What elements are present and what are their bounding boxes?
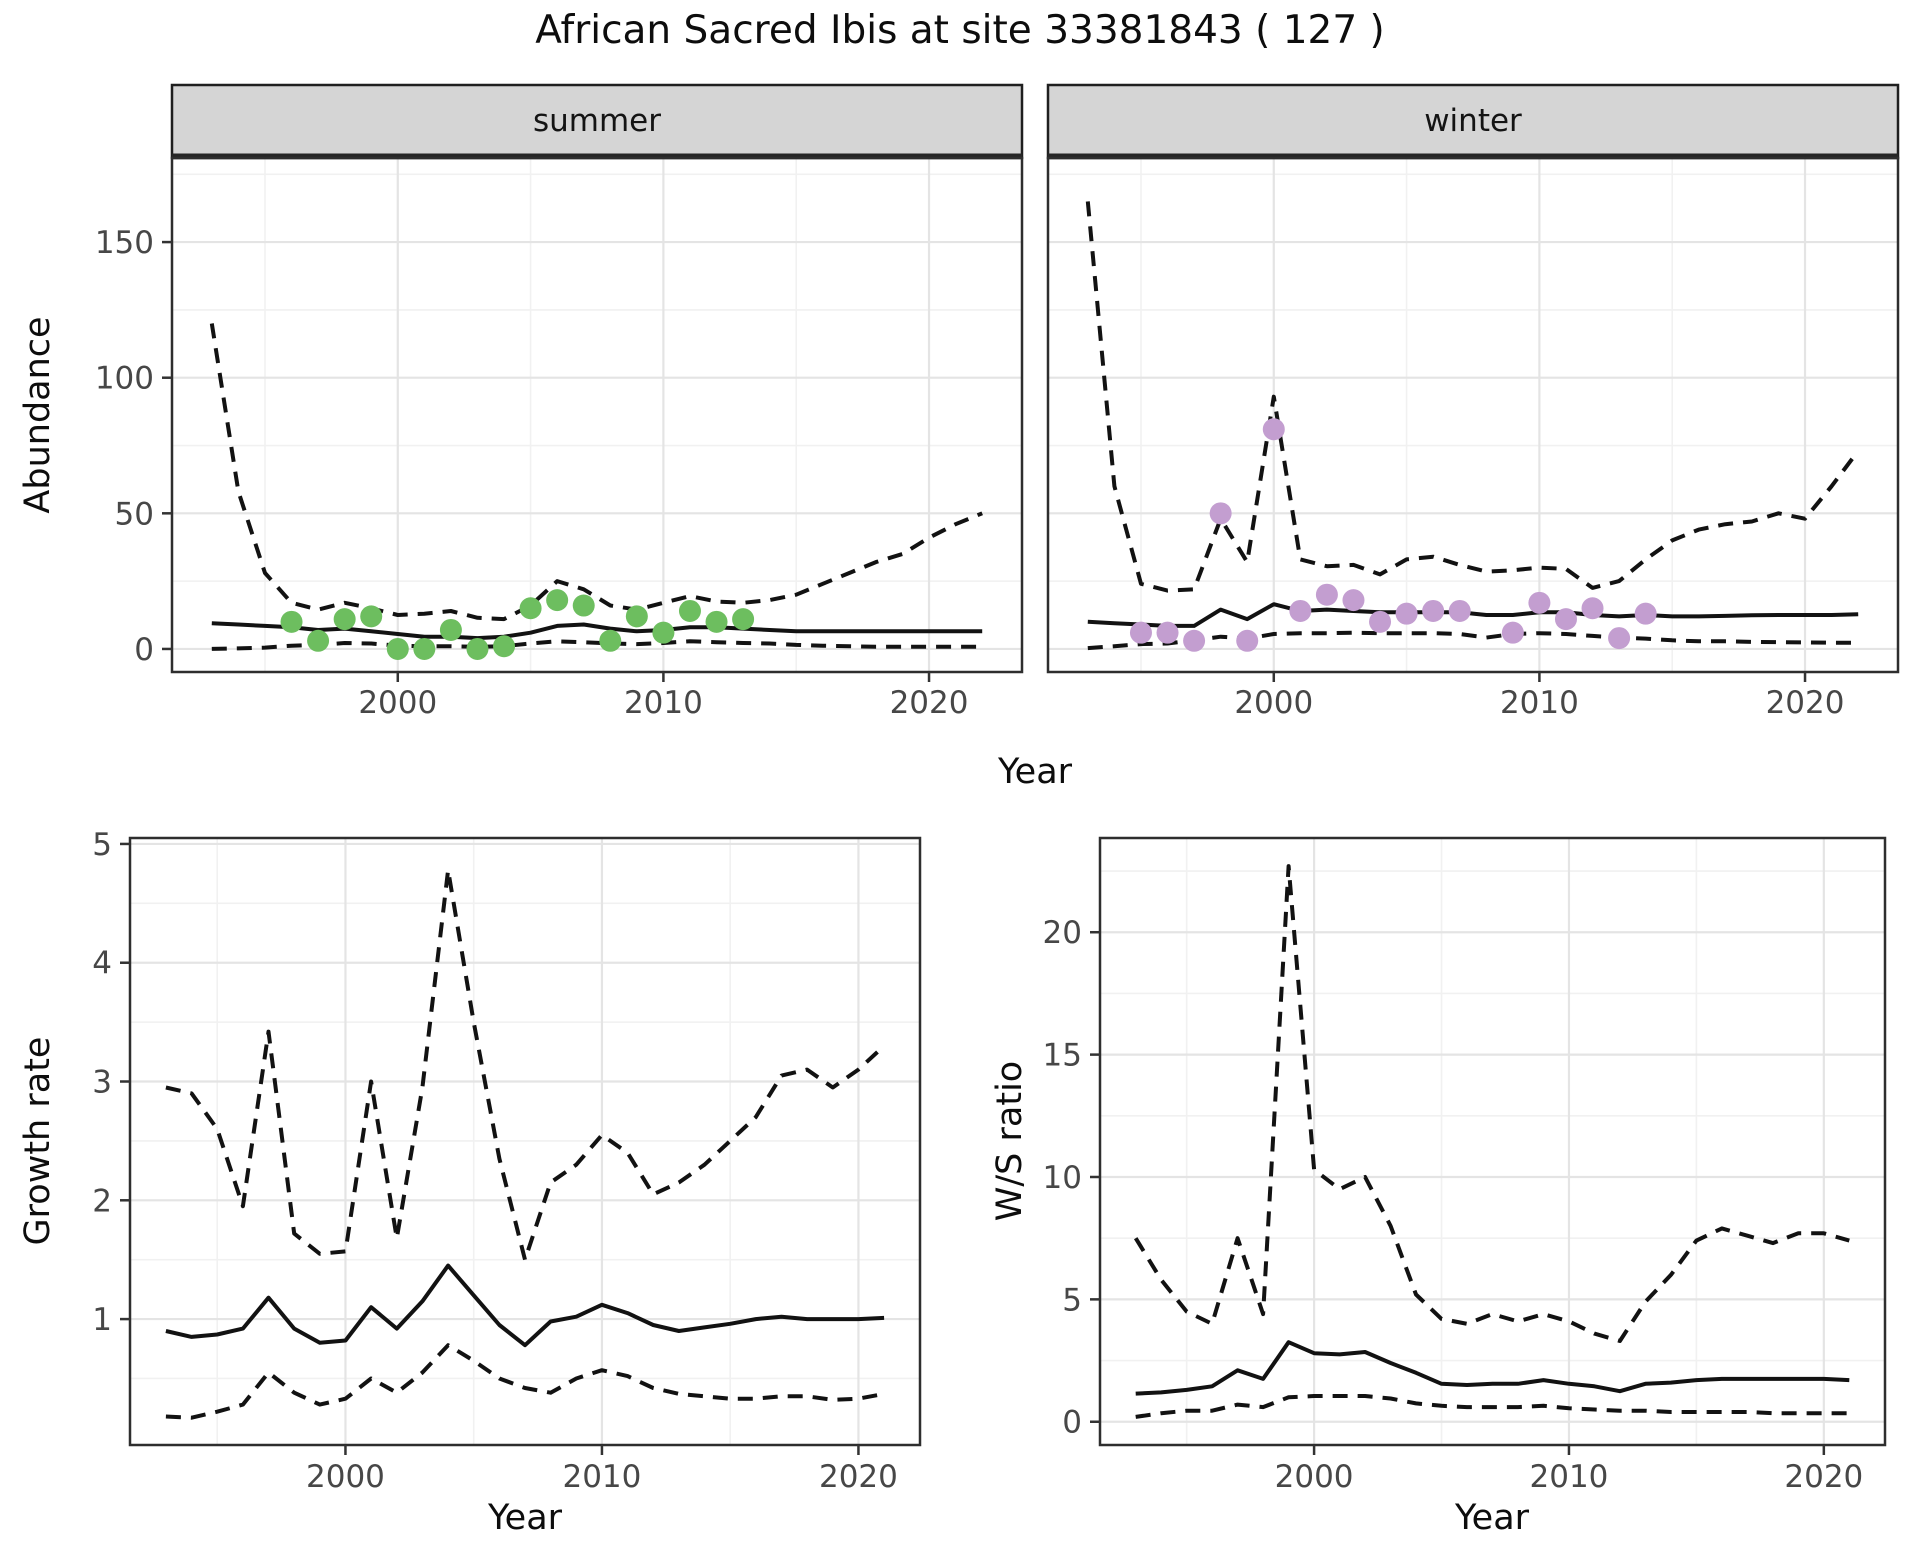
svg-text:2000: 2000 <box>306 1459 385 1495</box>
abundance_winter-observed-point <box>1528 591 1551 614</box>
abundance_summer-ci_upper-line <box>209 323 983 622</box>
abundance_summer-observed-point <box>439 618 462 641</box>
svg-text:2000: 2000 <box>358 685 437 721</box>
abundance_winter-panel-border <box>1046 156 1900 674</box>
abundance_summer-observed-point <box>705 610 728 633</box>
abundance_summer-series <box>209 323 983 660</box>
abundance_winter-observed-point <box>1448 599 1471 622</box>
svg-text:2010: 2010 <box>624 685 703 721</box>
svg-text:2020: 2020 <box>1784 1459 1863 1495</box>
svg-text:2010: 2010 <box>562 1459 641 1495</box>
abundance_summer-observed-point <box>519 597 542 620</box>
abundance_winter-observed-point <box>1209 502 1232 525</box>
svg-text:10: 10 <box>1043 1160 1082 1196</box>
svg-text:2000: 2000 <box>1275 1459 1354 1495</box>
abundance_summer-observed-point <box>333 608 356 631</box>
abundance_summer-observed-point <box>493 635 516 658</box>
svg-text:2020: 2020 <box>819 1459 898 1495</box>
abundance_summer-facet-strip <box>170 83 1024 160</box>
abundance_summer-observed-point <box>678 599 701 622</box>
abundance_winter-observed-point <box>1183 629 1206 652</box>
svg-text:2010: 2010 <box>1530 1459 1609 1495</box>
ws_ratio-axis-labels: 2000 2010 2020 0 5 10 15 20 <box>1043 915 1864 1495</box>
svg-text:2: 2 <box>92 1183 112 1219</box>
abundance_winter-series <box>1085 201 1860 652</box>
abundance_summer-observed-point <box>599 629 622 652</box>
svg-text:4: 4 <box>92 946 112 982</box>
abundance_summer-observed-point <box>307 629 330 652</box>
abundance_summer-observed-point <box>280 610 303 633</box>
svg-text:20: 20 <box>1043 915 1082 951</box>
abundance_winter-axis-labels: 2000 2010 2020 <box>1234 672 1844 721</box>
abundance_winter-ci_upper-line <box>1085 201 1860 593</box>
abundance_winter-panel <box>1048 158 1898 672</box>
abundance_summer-observed-point <box>546 589 569 612</box>
abundance_winter-observed-point <box>1369 610 1392 633</box>
svg-text:2020: 2020 <box>1766 685 1845 721</box>
abundance_winter-observed-point <box>1501 621 1524 644</box>
abundance_winter-plot-area <box>1048 158 1898 672</box>
svg-text:50: 50 <box>115 496 154 532</box>
abundance_winter-observed-point <box>1395 602 1418 625</box>
growth-ci_upper-line <box>165 868 886 1262</box>
abundance_winter-observed-point <box>1554 608 1577 631</box>
abundance_winter-ci_lower-line <box>1087 630 1859 651</box>
svg-text:15: 15 <box>1043 1038 1082 1074</box>
growth-panel-border <box>128 836 922 1447</box>
abundance_summer-observed-point <box>360 605 383 628</box>
abundance_winter-observed-point <box>1634 602 1657 625</box>
abundance_summer-ci_lower-line <box>211 639 983 651</box>
abundance_summer-panel <box>172 158 1022 672</box>
abundance_winter-observed-point <box>1422 599 1445 622</box>
abundance_summer-observed-point <box>652 621 675 644</box>
svg-text:0: 0 <box>134 632 154 668</box>
abundance_summer-axis-labels: 2000 2010 2020 0 50 100 150 <box>95 225 969 721</box>
abundance_summer-observed-point <box>386 637 409 660</box>
svg-text:2020: 2020 <box>890 685 969 721</box>
ws_ratio-ci_lower-line <box>1135 1394 1850 1419</box>
svg-text:100: 100 <box>95 361 154 397</box>
growth-axis-labels: 2000 2010 2020 1 2 3 4 5 <box>92 827 898 1495</box>
ws_ratio-plot-area <box>1100 838 1885 1445</box>
abundance_summer-observed-point <box>625 605 648 628</box>
growth-ci_lower-line <box>165 1343 885 1420</box>
abundance_winter-observed-point <box>1129 621 1152 644</box>
ws_ratio-ci_upper-line <box>1133 864 1850 1343</box>
svg-text:3: 3 <box>92 1065 112 1101</box>
ws_ratio-panel-border <box>1098 836 1887 1447</box>
abundance_winter-observed-point <box>1342 589 1365 612</box>
svg-text:2010: 2010 <box>1500 685 1579 721</box>
abundance_summer-observed-point <box>572 594 595 617</box>
svg-text:2000: 2000 <box>1234 685 1313 721</box>
abundance_summer-observed-point <box>466 637 489 660</box>
ws_ratio-panel <box>1100 838 1885 1445</box>
abundance_summer-panel-border <box>170 156 1024 674</box>
abundance_winter-observed-point <box>1581 597 1604 620</box>
svg-text:5: 5 <box>1062 1282 1082 1318</box>
ws_ratio-series <box>1133 864 1850 1419</box>
svg-text:0: 0 <box>1062 1405 1082 1441</box>
abundance_winter-median_fit-line <box>1087 602 1859 628</box>
svg-text:150: 150 <box>95 225 154 261</box>
svg-text:1: 1 <box>92 1302 112 1338</box>
abundance_winter-observed-point <box>1262 418 1285 441</box>
abundance_summer-observed-point <box>413 637 436 660</box>
ws_ratio-median_fit-line <box>1135 1340 1850 1396</box>
abundance_winter-observed-point <box>1608 627 1631 650</box>
abundance_winter-observed-point <box>1315 583 1338 606</box>
growth-median_fit-line <box>165 1263 885 1348</box>
abundance_summer-observed-point <box>732 608 755 631</box>
abundance_winter-observed-point <box>1289 599 1312 622</box>
abundance_winter-observed-point <box>1156 621 1179 644</box>
abundance_winter-observed-point <box>1236 629 1259 652</box>
growth-series <box>165 868 886 1420</box>
svg-text:5: 5 <box>92 827 112 863</box>
abundance_winter-facet-strip <box>1046 83 1900 160</box>
